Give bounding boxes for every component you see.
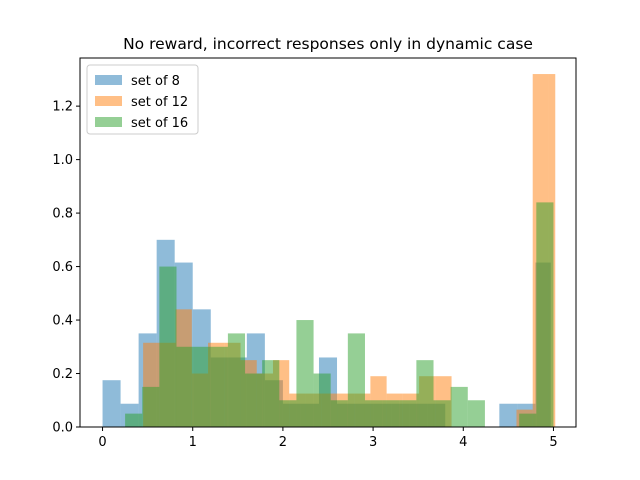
x-tick-label: 0 <box>98 435 106 450</box>
legend: set of 8 set of 12 set of 16 <box>86 64 199 135</box>
histogram-bar <box>245 373 263 427</box>
y-tick-label: 0.6 <box>52 260 73 275</box>
histogram-bar <box>382 400 400 427</box>
x-tick-label: 3 <box>369 435 377 450</box>
legend-label: set of 16 <box>131 116 188 131</box>
legend-swatch <box>95 75 122 85</box>
series-3-bars <box>125 202 554 427</box>
y-tick-label: 1.0 <box>52 153 73 168</box>
x-axis: 0 1 2 3 4 5 <box>98 427 558 450</box>
histogram-bar <box>279 400 297 427</box>
histogram-bar <box>499 403 518 427</box>
histogram-bar <box>227 333 246 427</box>
histogram-bar <box>142 386 160 427</box>
legend-swatch <box>95 117 122 127</box>
histogram-bar <box>347 333 365 427</box>
legend-label: set of 8 <box>131 74 180 89</box>
x-tick-label: 4 <box>459 435 467 450</box>
histogram-bar <box>176 346 194 427</box>
histogram-bar <box>102 380 121 427</box>
histogram-bar <box>296 320 314 427</box>
histogram-bar <box>313 373 331 427</box>
chart-title: No reward, incorrect responses only in d… <box>123 35 533 53</box>
legend-swatch <box>95 96 122 106</box>
histogram-bar <box>433 400 451 427</box>
histogram-bar <box>330 400 348 427</box>
y-axis: 0.0 0.2 0.4 0.6 0.8 1.0 1.2 <box>52 100 80 436</box>
histogram-bar <box>210 346 228 427</box>
histogram-bar <box>519 413 537 427</box>
histogram-bar <box>450 386 468 427</box>
histogram-bar <box>536 202 554 427</box>
y-tick-label: 0.4 <box>52 314 73 329</box>
x-tick-label: 1 <box>189 435 197 450</box>
histogram-bar <box>262 360 280 427</box>
histogram-bar <box>364 400 383 427</box>
y-tick-label: 0.8 <box>52 207 73 222</box>
y-tick-label: 1.2 <box>52 100 73 115</box>
histogram-bar <box>416 360 434 427</box>
legend-label: set of 12 <box>131 95 188 110</box>
y-tick-label: 0.2 <box>52 367 73 382</box>
x-tick-label: 2 <box>279 435 287 450</box>
y-tick-label: 0.0 <box>52 421 73 436</box>
histogram-bar <box>159 266 177 427</box>
histogram-bar <box>467 400 485 427</box>
histogram-bar <box>193 346 211 427</box>
histogram-bar <box>125 413 143 427</box>
plot-area-frame <box>79 57 577 428</box>
x-tick-label: 5 <box>549 435 557 450</box>
histogram-bar <box>399 400 417 427</box>
histogram-bars <box>102 74 556 427</box>
